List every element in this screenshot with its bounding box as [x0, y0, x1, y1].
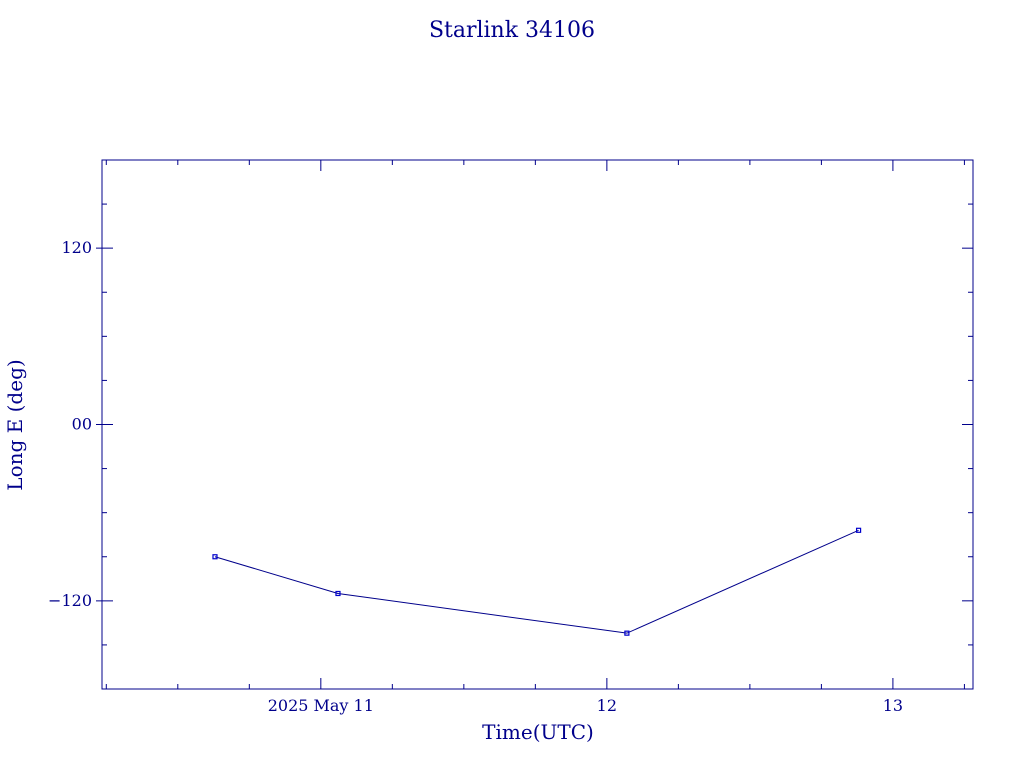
y-tick-label: 00 — [72, 415, 92, 434]
chart-title: Starlink 34106 — [429, 18, 595, 43]
data-point — [212, 554, 218, 560]
plot-frame — [101, 159, 974, 690]
series-line — [214, 529, 859, 634]
y-tick-label: 120 — [61, 238, 92, 257]
y-axis-title: Long E (deg) — [3, 359, 27, 490]
x-tick-label: 2025 May 11 — [268, 696, 374, 715]
data-point — [335, 590, 341, 597]
axis-tick-labels: 2025 May 11 12 13 120 00 −120 — [48, 238, 903, 715]
data-point — [855, 527, 862, 533]
x-tick-label: 13 — [883, 696, 903, 715]
x-axis-title: Time(UTC) — [482, 720, 594, 744]
x-tick-label: 12 — [597, 696, 617, 715]
y-tick-label: −120 — [48, 591, 92, 610]
series-markers — [212, 527, 862, 636]
data-point — [624, 630, 630, 636]
axis-ticks — [96, 160, 973, 689]
